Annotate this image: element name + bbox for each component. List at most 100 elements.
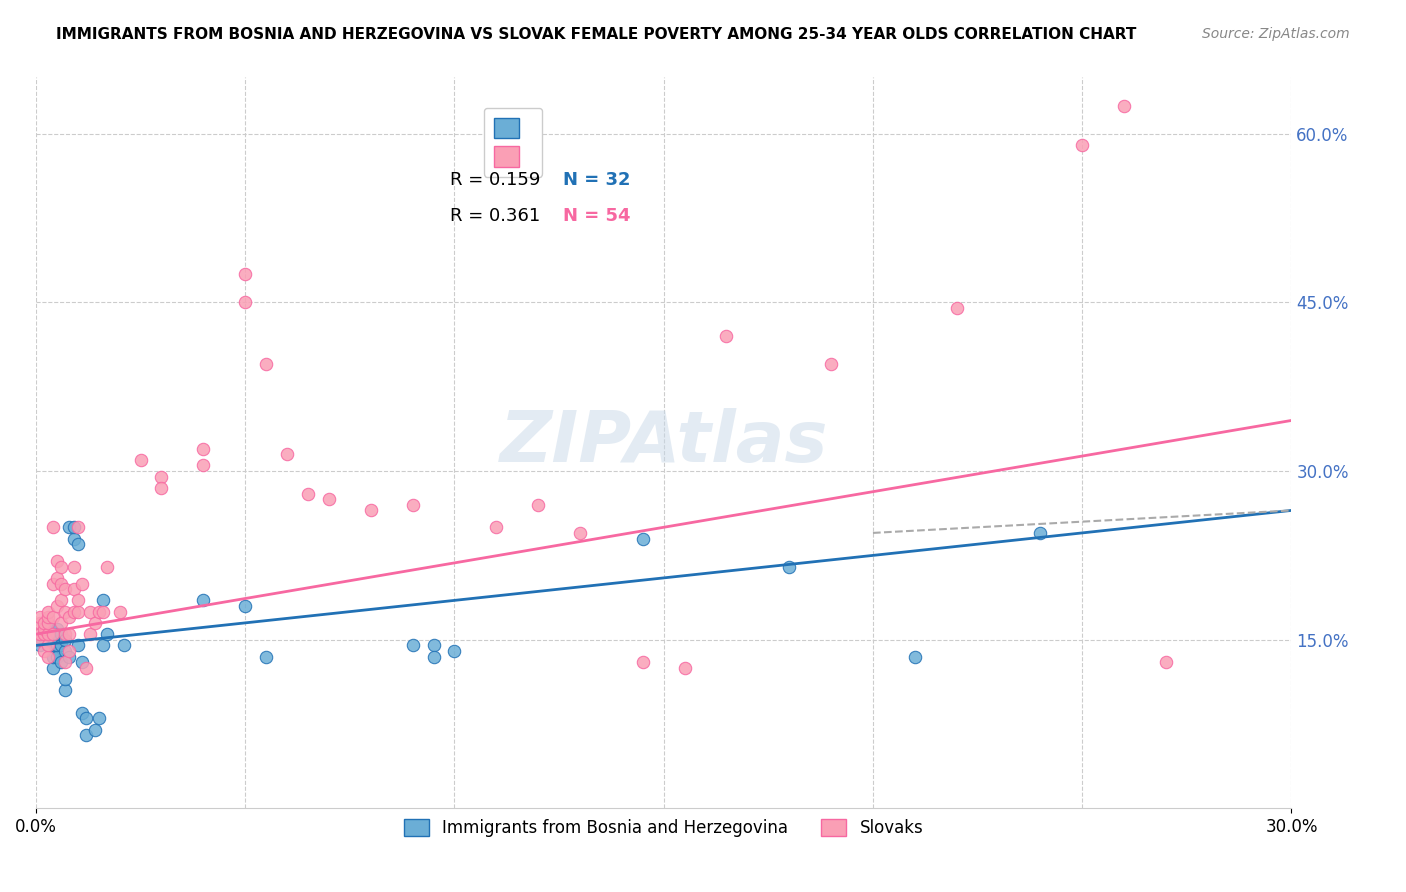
Text: IMMIGRANTS FROM BOSNIA AND HERZEGOVINA VS SLOVAK FEMALE POVERTY AMONG 25-34 YEAR: IMMIGRANTS FROM BOSNIA AND HERZEGOVINA V… bbox=[56, 27, 1136, 42]
Text: N = 54: N = 54 bbox=[564, 207, 631, 226]
Point bbox=[297, 486, 319, 500]
Point bbox=[53, 644, 76, 658]
Point bbox=[96, 627, 118, 641]
Point bbox=[34, 627, 56, 641]
Point bbox=[96, 559, 118, 574]
Point bbox=[75, 661, 97, 675]
Point bbox=[45, 639, 67, 653]
Text: R = 0.361: R = 0.361 bbox=[450, 207, 540, 226]
Text: Source: ZipAtlas.com: Source: ZipAtlas.com bbox=[1202, 27, 1350, 41]
Point bbox=[569, 525, 592, 540]
Point bbox=[87, 711, 110, 725]
Point bbox=[87, 605, 110, 619]
Point bbox=[30, 627, 52, 641]
Point bbox=[37, 615, 59, 630]
Point bbox=[37, 615, 59, 630]
Point bbox=[49, 559, 72, 574]
Point bbox=[254, 649, 277, 664]
Point bbox=[233, 295, 256, 310]
Point bbox=[83, 723, 105, 737]
Point bbox=[66, 593, 89, 607]
Point bbox=[716, 329, 738, 343]
Point bbox=[37, 605, 59, 619]
Point bbox=[49, 615, 72, 630]
Point bbox=[83, 615, 105, 630]
Point bbox=[58, 649, 80, 664]
Point bbox=[401, 639, 423, 653]
Point bbox=[41, 627, 63, 641]
Point bbox=[58, 610, 80, 624]
Point bbox=[41, 639, 63, 653]
Point bbox=[904, 649, 927, 664]
Point bbox=[70, 655, 93, 669]
Point bbox=[30, 610, 52, 624]
Point bbox=[75, 711, 97, 725]
Point bbox=[49, 639, 72, 653]
Point bbox=[62, 532, 84, 546]
Point bbox=[34, 615, 56, 630]
Point bbox=[91, 593, 114, 607]
Point bbox=[443, 644, 465, 658]
Point bbox=[49, 627, 72, 641]
Point bbox=[193, 458, 215, 473]
Point bbox=[233, 267, 256, 281]
Point bbox=[45, 649, 67, 664]
Point bbox=[41, 627, 63, 641]
Point bbox=[91, 605, 114, 619]
Point bbox=[53, 582, 76, 596]
Point bbox=[1112, 98, 1135, 112]
Point bbox=[41, 661, 63, 675]
Point bbox=[53, 683, 76, 698]
Point bbox=[401, 498, 423, 512]
Point bbox=[34, 627, 56, 641]
Point bbox=[49, 576, 72, 591]
Point bbox=[1154, 655, 1177, 669]
Point bbox=[62, 582, 84, 596]
Point bbox=[41, 520, 63, 534]
Point bbox=[34, 644, 56, 658]
Point bbox=[945, 301, 967, 315]
Point bbox=[150, 481, 173, 495]
Point bbox=[41, 610, 63, 624]
Point bbox=[129, 452, 152, 467]
Point bbox=[820, 357, 842, 371]
Point bbox=[276, 447, 298, 461]
Point bbox=[91, 639, 114, 653]
Point bbox=[41, 649, 63, 664]
Point bbox=[150, 469, 173, 483]
Point bbox=[58, 627, 80, 641]
Point bbox=[79, 605, 101, 619]
Text: N = 32: N = 32 bbox=[564, 170, 631, 189]
Text: ZIPAtlas: ZIPAtlas bbox=[499, 409, 828, 477]
Point bbox=[53, 672, 76, 686]
Point bbox=[62, 559, 84, 574]
Point bbox=[53, 632, 76, 647]
Point bbox=[70, 576, 93, 591]
Point bbox=[318, 492, 340, 507]
Point bbox=[631, 655, 654, 669]
Legend: Immigrants from Bosnia and Herzegovina, Slovaks: Immigrants from Bosnia and Herzegovina, … bbox=[396, 813, 931, 844]
Point bbox=[66, 639, 89, 653]
Point bbox=[45, 627, 67, 641]
Point bbox=[49, 655, 72, 669]
Point bbox=[53, 655, 76, 669]
Point bbox=[422, 639, 444, 653]
Point bbox=[108, 605, 131, 619]
Point bbox=[37, 639, 59, 653]
Point bbox=[58, 644, 80, 658]
Point bbox=[79, 627, 101, 641]
Point bbox=[37, 639, 59, 653]
Point bbox=[62, 605, 84, 619]
Point bbox=[254, 357, 277, 371]
Point bbox=[37, 649, 59, 664]
Point bbox=[1029, 525, 1052, 540]
Point bbox=[30, 632, 52, 647]
Point bbox=[30, 639, 52, 653]
Point bbox=[45, 571, 67, 585]
Point bbox=[778, 559, 800, 574]
Point bbox=[30, 615, 52, 630]
Point bbox=[45, 622, 67, 636]
Point bbox=[66, 520, 89, 534]
Point bbox=[45, 554, 67, 568]
Point bbox=[66, 537, 89, 551]
